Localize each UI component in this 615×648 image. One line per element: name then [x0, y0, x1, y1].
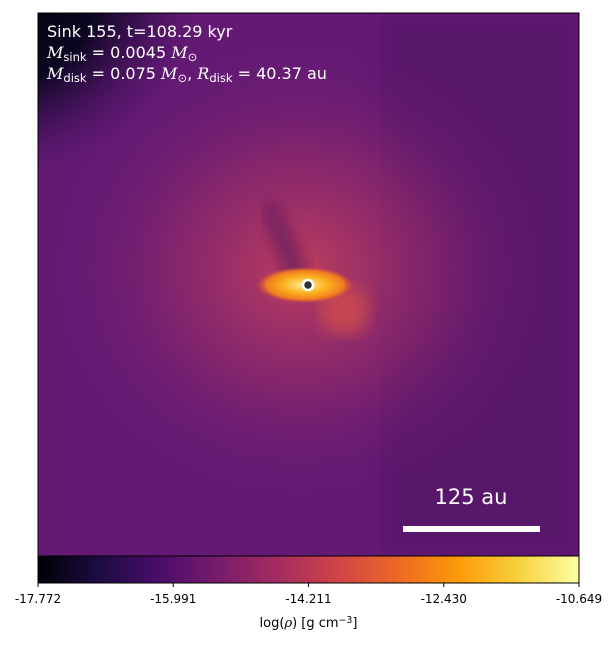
- annotation: Sink 155, t=108.29 kyr: [47, 22, 233, 41]
- annotation: log(ρ) [g cm−3]: [260, 615, 358, 631]
- colorbar-tick-label: -17.772: [15, 592, 61, 606]
- colorbar-tick-label: -14.211: [285, 592, 331, 606]
- annotation-part: ,: [187, 64, 197, 83]
- annotation-part: ⊙: [188, 50, 198, 64]
- annotation-part: R: [196, 64, 209, 83]
- scale-bar-label: 125 au: [435, 485, 508, 509]
- annotation-part: = 0.075: [87, 64, 161, 83]
- annotation-part: ]: [352, 616, 357, 631]
- annotation-part: −3: [339, 615, 353, 626]
- annotation: Msink = 0.0045 M⊙: [46, 43, 197, 64]
- colorbar-fill: [37, 555, 580, 584]
- annotation-part: M: [46, 64, 64, 83]
- colorbar-tick-label: -15.991: [150, 592, 196, 606]
- annotation-part: log(: [260, 616, 285, 631]
- annotation-part: M: [46, 43, 64, 62]
- annotation-part: M: [160, 64, 178, 83]
- colorbar-tick-label: -12.430: [421, 592, 467, 606]
- annotation-part: ⊙: [177, 71, 187, 85]
- sink-marker: [301, 278, 315, 292]
- annotation-part: = 40.37 au: [233, 64, 327, 83]
- colorbar-tick-label: -10.649: [556, 592, 602, 606]
- annotation: Mdisk = 0.075 M⊙, Rdisk = 40.37 au: [46, 64, 327, 85]
- annotation-part: M: [170, 43, 188, 62]
- annotation-part: disk: [209, 71, 233, 85]
- annotation-part: sink: [63, 50, 86, 64]
- annotation-part: ) [g cm: [292, 616, 338, 631]
- colorbar: -17.772 -15.991 -14.211 -12.430 -10.649: [15, 555, 602, 606]
- annotation-part: disk: [63, 71, 87, 85]
- annotation-part: ρ: [283, 616, 292, 631]
- annotation-part: = 0.0045: [87, 43, 172, 62]
- annotation-part: Sink 155, t=108.29 kyr: [47, 22, 233, 41]
- density-map: [38, 13, 579, 556]
